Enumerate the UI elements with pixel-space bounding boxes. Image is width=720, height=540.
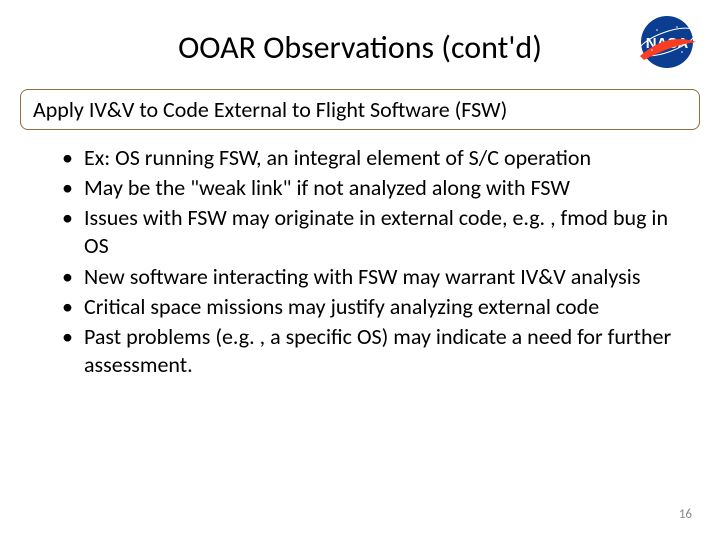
nasa-logo: NASA: [632, 12, 702, 72]
bullet-item: Ex: OS running FSW, an integral element …: [62, 144, 680, 172]
slide-title: OOAR Observations (cont'd): [0, 0, 720, 67]
page-number: 16: [679, 507, 692, 522]
bullet-item: New software interacting with FSW may wa…: [62, 263, 680, 291]
subtitle-box: Apply IV&V to Code External to Flight So…: [20, 89, 700, 130]
bullet-item: Issues with FSW may originate in externa…: [62, 204, 680, 260]
bullet-item: Past problems (e.g. , a specific OS) may…: [62, 323, 680, 379]
bullet-item: May be the "weak link" if not analyzed a…: [62, 174, 680, 202]
subtitle-text: Apply IV&V to Code External to Flight So…: [33, 96, 687, 123]
bullet-item: Critical space missions may justify anal…: [62, 293, 680, 321]
bullet-list: Ex: OS running FSW, an integral element …: [62, 144, 680, 379]
